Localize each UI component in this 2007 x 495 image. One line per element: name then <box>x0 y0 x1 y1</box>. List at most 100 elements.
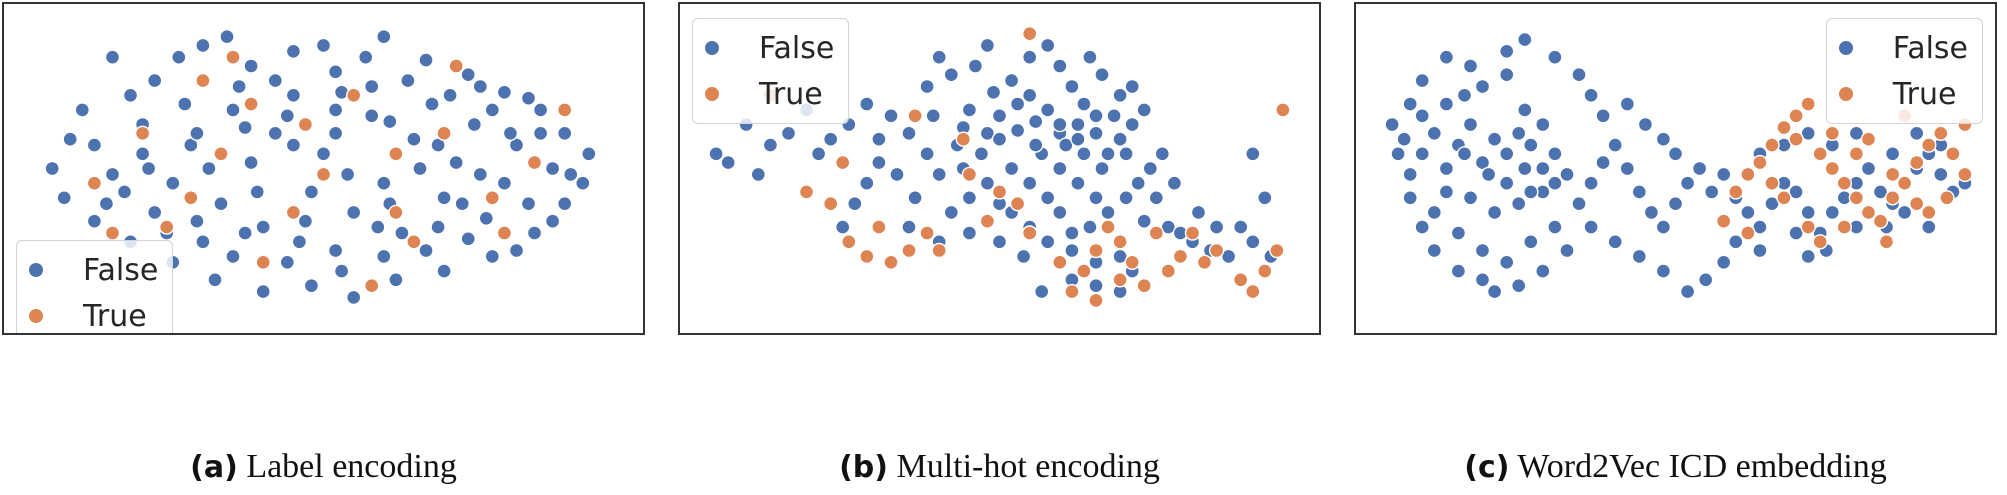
scatter-point-false <box>1160 219 1176 235</box>
scatter-point-false <box>1402 166 1418 183</box>
scatter-point-true <box>346 87 362 104</box>
scatter-point-false <box>1028 137 1044 153</box>
scatter-point-true <box>1088 242 1104 259</box>
scatter-point-false <box>195 37 211 54</box>
scatter-point-false <box>376 29 392 45</box>
scatter-point-false <box>1474 154 1491 171</box>
scatter-point-false <box>931 49 947 65</box>
scatter-point-true <box>841 234 857 250</box>
scatter-point-false <box>285 43 302 59</box>
scatter-point-true <box>1957 166 1973 183</box>
scatter-point-false <box>243 154 259 171</box>
scatter-point-false <box>720 154 736 171</box>
caption-text-c: Word2Vec ICD embedding <box>1517 448 1887 485</box>
scatter-point-false <box>315 146 332 162</box>
scatter-point-false <box>961 225 978 241</box>
scatter-point-false <box>1142 160 1158 177</box>
scatter-point-false <box>333 263 350 279</box>
scatter-point-false <box>1698 272 1714 288</box>
scatter-point-false <box>1788 184 1804 200</box>
scatter-point-false <box>1022 87 1038 104</box>
scatter-point-false <box>1679 283 1696 300</box>
scatter-point-false <box>388 272 404 288</box>
scatter-point-false <box>104 166 121 183</box>
scatter-point-true <box>1269 242 1285 259</box>
scatter-point-false <box>1523 184 1539 200</box>
scatter-point-false <box>237 119 253 136</box>
caption-b: (b) Multi-hot encoding <box>676 448 1323 486</box>
scatter-point-true <box>883 254 899 270</box>
scatter-point-false <box>1752 242 1768 259</box>
scatter-point-false <box>1118 190 1134 206</box>
scatter-svg-c <box>1384 31 1973 300</box>
scatter-point-false <box>925 108 941 124</box>
scatter-point-true <box>1800 96 1816 112</box>
scatter-point-false <box>74 102 91 118</box>
scatter-point-true <box>1740 225 1756 241</box>
scatter-point-false <box>327 102 344 118</box>
scatter-point-false <box>1667 195 1684 212</box>
scatter-point-false <box>1088 108 1104 124</box>
scatter-point-false <box>1655 131 1672 147</box>
scatter-point-false <box>484 102 500 118</box>
scatter-point-false <box>376 175 392 191</box>
scatter-point-false <box>1474 272 1491 288</box>
scatter-point-false <box>1190 204 1207 221</box>
legend-label-true: True <box>1892 76 1957 112</box>
scatter-point-false <box>1154 146 1170 162</box>
scatter-point-false <box>1547 49 1563 65</box>
scatter-point-false <box>195 234 211 250</box>
scatter-point-false <box>1450 263 1467 279</box>
scatter-point-true <box>1257 263 1273 279</box>
scatter-point-false <box>496 175 513 191</box>
scatter-point-false <box>1740 204 1756 221</box>
scatter-point-false <box>1426 204 1443 221</box>
scatter-point-false <box>1498 66 1515 83</box>
scatter-point-false <box>1480 166 1497 183</box>
scatter-point-true <box>1184 225 1201 241</box>
scatter-point-false <box>834 219 851 235</box>
scatter-point-false <box>991 131 1008 147</box>
scatter-point-false <box>1070 116 1086 133</box>
scatter-point-false <box>177 96 193 112</box>
caption-text-b: Multi-hot encoding <box>896 448 1160 485</box>
caption-tag-c: (c) <box>1464 450 1510 485</box>
scatter-point-false <box>267 125 283 142</box>
scatter-point-false <box>1559 166 1575 183</box>
scatter-point-false <box>1510 125 1527 142</box>
scatter-point-true <box>1776 119 1792 136</box>
scatter-point-false <box>1872 184 1889 200</box>
scatter-point-false <box>400 72 416 89</box>
scatter-point-false <box>961 190 978 206</box>
scatter-point-false <box>1390 146 1406 162</box>
scatter-point-false <box>1028 113 1044 130</box>
scatter-point-true <box>1800 219 1816 235</box>
scatter-point-false <box>1728 234 1744 250</box>
scatter-point-false <box>370 219 386 235</box>
scatter-point-false <box>1124 78 1140 95</box>
scatter-point-false <box>1679 175 1696 191</box>
scatter-point-false <box>1474 78 1491 95</box>
scatter-point-false <box>1402 96 1418 112</box>
scatter-point-false <box>466 116 482 133</box>
scatter-point-false <box>1058 137 1074 153</box>
scatter-point-true <box>1728 184 1744 200</box>
scatter-point-false <box>231 78 247 95</box>
scatter-point-false <box>1040 37 1056 54</box>
scatter-point-false <box>1426 125 1443 142</box>
scatter-point-false <box>303 278 320 294</box>
scatter-point-false <box>442 87 458 104</box>
panel-c: False True (c) Word2Vec ICD embedding <box>1352 0 1999 495</box>
scatter-point-true <box>1208 242 1225 259</box>
scatter-point-false <box>1052 58 1068 74</box>
scatter-point-false <box>1414 146 1430 162</box>
scatter-point-false <box>1094 66 1110 83</box>
legend-marker-false <box>1838 41 1853 55</box>
scatter-point-false <box>484 248 500 265</box>
scatter-point-false <box>1040 190 1056 206</box>
scatter-point-false <box>1860 160 1877 177</box>
scatter-point-true <box>1124 254 1140 270</box>
scatter-point-true <box>1112 234 1128 250</box>
scatter-point-false <box>1462 116 1479 133</box>
scatter-point-true <box>1764 175 1780 191</box>
